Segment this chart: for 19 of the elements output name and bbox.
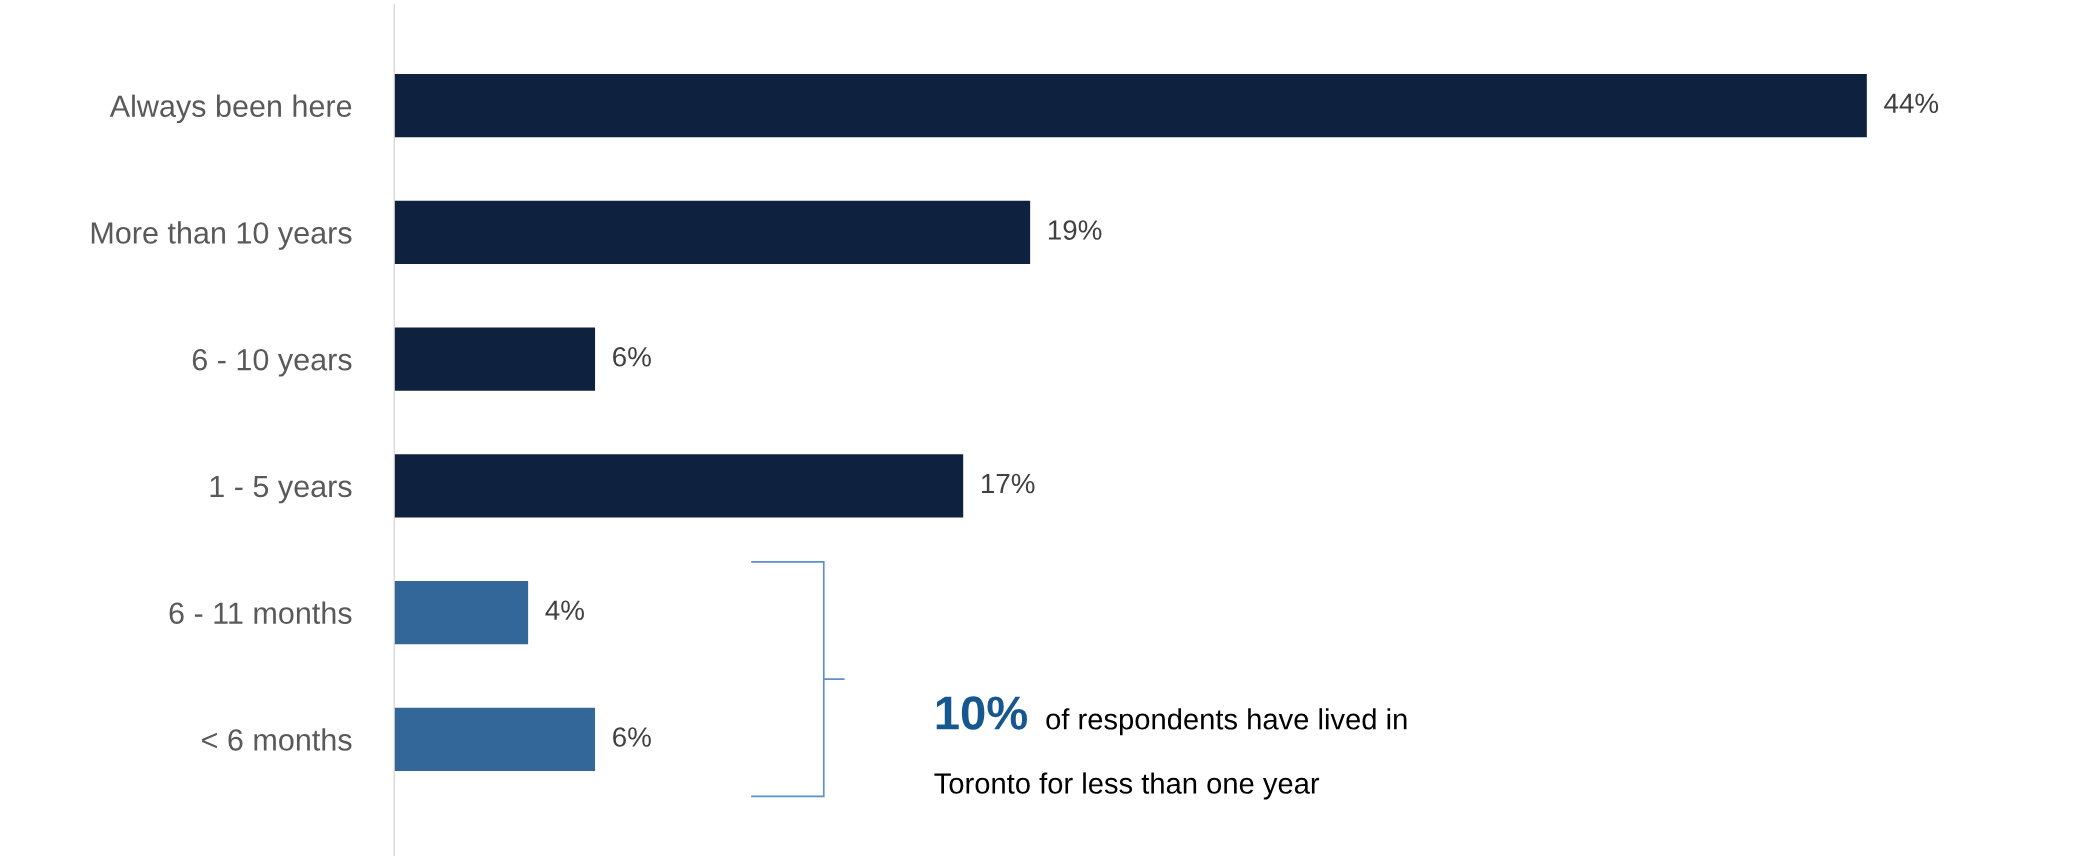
y-tick-label: 1 - 5 years — [210, 475, 352, 504]
bar — [394, 327, 596, 391]
y-tick-label: < 6 months — [202, 728, 352, 751]
bar — [394, 73, 1867, 138]
bar — [394, 454, 964, 518]
data-label: 44% — [1884, 93, 1939, 114]
data-label: 4% — [545, 600, 584, 620]
data-label: 19% — [1048, 220, 1102, 240]
y-tick-label: 6 - 10 years — [192, 348, 352, 377]
annotation: 10% — [936, 696, 1028, 730]
y-tick-label: 6 - 11 months — [169, 601, 352, 625]
data-label: 6% — [613, 346, 651, 367]
data-label: 6% — [613, 727, 651, 747]
y-tick-label: Always been here — [109, 94, 352, 124]
data-label: 17% — [981, 473, 1035, 494]
bar — [394, 580, 529, 645]
bar — [394, 200, 1031, 265]
y-tick-label: More than 10 years — [91, 221, 352, 250]
bar — [394, 707, 596, 772]
